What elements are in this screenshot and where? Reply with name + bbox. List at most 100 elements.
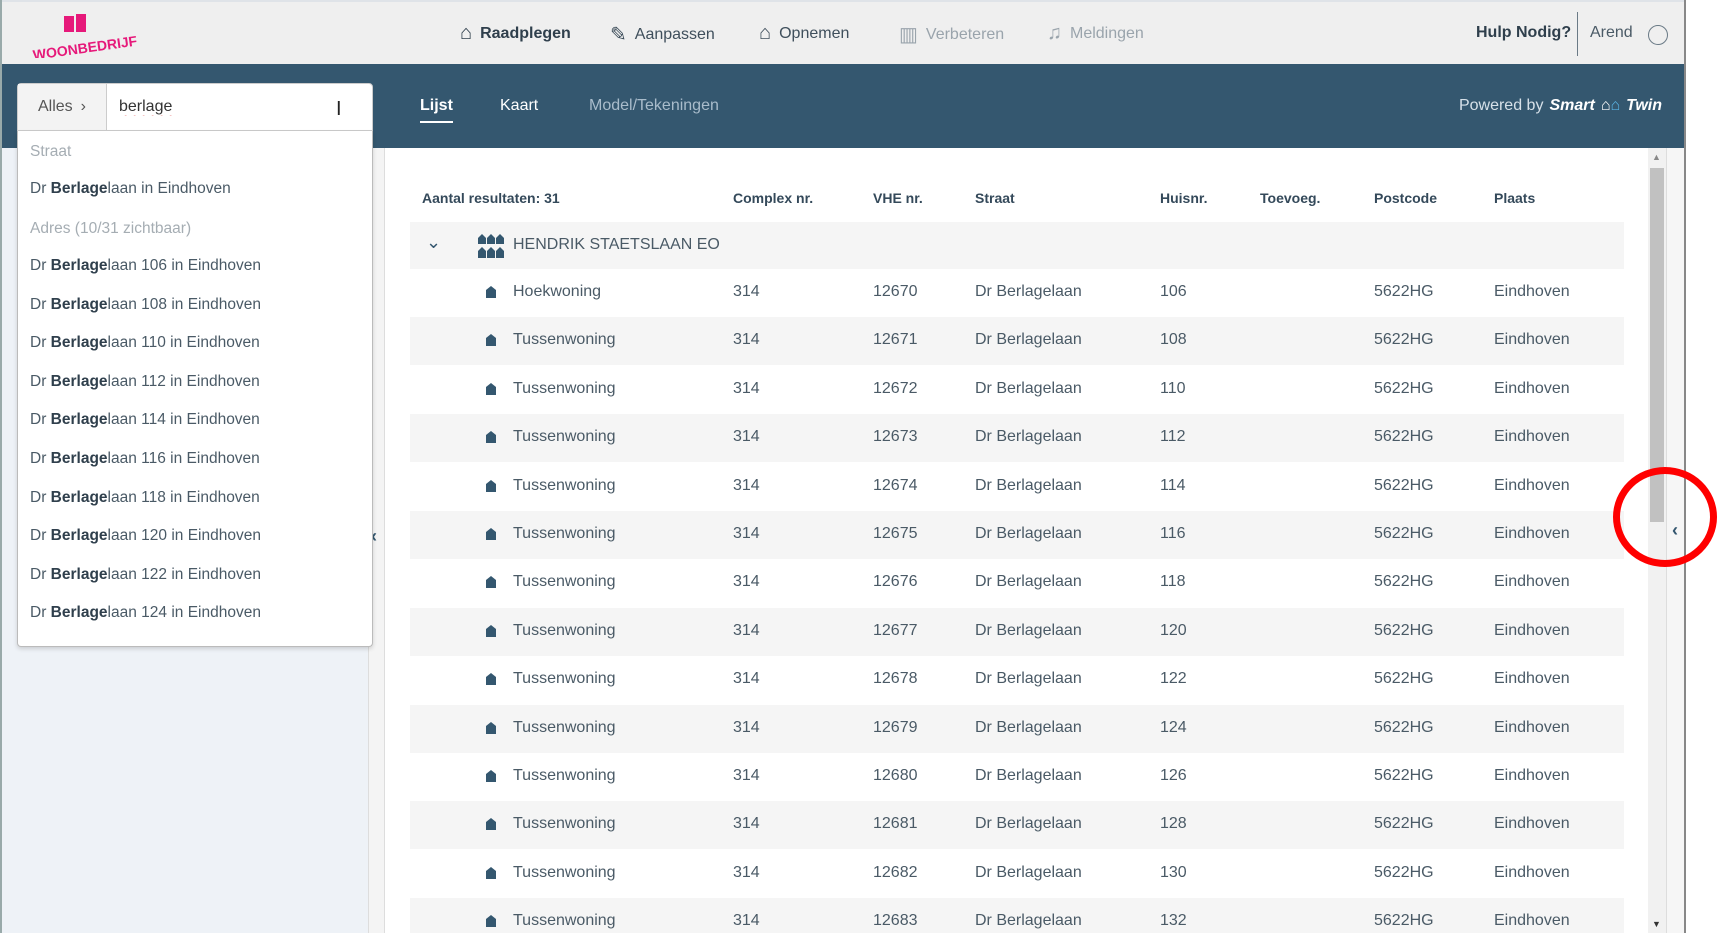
results-count: Aantal resultaten: 31 [422,190,560,206]
nav-meldingen[interactable]: ♫ Meldingen [1047,22,1144,45]
table-row[interactable]: Tussenwoning 314 12676 Dr Berlagelaan 118 562… [410,559,1624,607]
cell: Dr Berlagelaan [975,428,1082,446]
cell: 12678 [873,670,918,688]
cell: 314 [733,621,760,639]
search-scope-button[interactable]: Alles › [18,84,107,130]
tab-kaart[interactable]: Kaart [500,97,539,114]
cell: 5622HG [1374,283,1434,300]
highlight-circle-annotation [1613,467,1717,567]
nav-label: Opnemen [779,24,850,42]
table-row[interactable]: Tussenwoning 314 12671 Dr Berlagelaan 108 562… [410,317,1624,366]
cell: 12671 [873,331,918,349]
suggestion-prefix: Dr [30,411,51,429]
suggestion-suffix: laan 122 in Eindhoven [107,565,261,583]
suggestion-item[interactable]: Dr Berlagelaan 122 in Eindhoven [30,566,261,584]
suggestion-item[interactable]: Dr Berlagelaan in Eindhoven [30,180,231,198]
table-row[interactable]: Tussenwoning 314 12683 Dr Berlagelaan 132 562… [410,898,1624,933]
suggestion-prefix: Dr [30,295,51,313]
suggestion-item[interactable]: Dr Berlagelaan 112 in Eindhoven [30,373,260,391]
woonbedrijf-logo[interactable]: WOONBEDRIJF [30,14,160,58]
cell: Dr Berlagelaan [975,815,1082,833]
powered-by-label: Powered by [1458,97,1544,114]
table-row[interactable]: Tussenwoning 314 12681 Dr Berlagelaan 128 562… [410,801,1624,850]
cell: 314 [733,428,760,446]
suggestion-item[interactable]: Dr Berlagelaan 106 in Eindhoven [30,257,261,275]
table-row[interactable]: Tussenwoning 314 12674 Dr Berlagelaan 114 562… [410,463,1624,511]
house-icon [486,286,496,298]
cell: Dr Berlagelaan [975,573,1082,591]
suggestion-suffix: laan 110 in Eindhoven [107,334,260,352]
table-row[interactable]: Hoekwoning 314 12670 Dr Berlagelaan 106 5622H… [410,269,1624,317]
cell-type: Tussenwoning [513,863,616,881]
column-header[interactable]: Toevoeg. [1260,190,1321,206]
tab-lijst[interactable]: Lijst [420,97,453,123]
help-link[interactable]: Hulp Nodig? [1476,24,1572,41]
suggestion-item[interactable]: Dr Berlagelaan 120 in Eindhoven [30,527,261,545]
house-icon [486,479,496,492]
house-icon [486,382,496,395]
nav-aanpassen[interactable]: ✎ Aanpassen [610,22,715,47]
suggestion-suffix: laan 124 in Eindhoven [107,604,261,622]
chart-icon: ▥ [899,24,918,46]
suggestion-prefix: Dr [30,488,51,506]
cell: 130 [1160,863,1187,881]
user-avatar-icon[interactable] [1648,25,1668,45]
suggestion-match: Berlage [50,295,108,313]
cell: Dr Berlagelaan [975,283,1082,300]
table-row[interactable]: Tussenwoning 314 12680 Dr Berlagelaan 126 562… [410,753,1624,801]
search-box: Alles › I [17,83,373,131]
cell-type: Tussenwoning [513,379,616,397]
table-row[interactable]: Tussenwoning 314 12673 Dr Berlagelaan 112 562… [410,414,1624,463]
scroll-up-icon[interactable]: ▲ [1652,152,1661,162]
column-header[interactable]: Huisnr. [1160,190,1208,206]
cell: 12676 [873,573,918,591]
suggestion-prefix: Dr [30,180,51,197]
table-row[interactable]: Tussenwoning 314 12678 Dr Berlagelaan 122 562… [410,656,1624,704]
table-row[interactable]: Tussenwoning 314 12675 Dr Berlagelaan 116 562… [410,511,1624,559]
column-header[interactable]: Straat [975,190,1015,206]
chevron-down-icon[interactable]: ⌄ [426,232,442,252]
column-header[interactable]: Plaats [1494,190,1536,206]
suggestion-suffix: laan 116 in Eindhoven [107,450,260,467]
cell-type: Tussenwoning [513,476,616,494]
table-row[interactable]: Tussenwoning 314 12679 Dr Berlagelaan 124 562… [410,704,1624,753]
cell: 122 [1160,670,1187,688]
table-row[interactable]: Tussenwoning 314 12672 Dr Berlagelaan 110 562… [410,366,1624,414]
suggestion-prefix: Dr [30,604,51,622]
user-name[interactable]: Arend [1590,24,1633,41]
column-header[interactable]: Complex nr. [733,190,814,206]
suggestion-item[interactable]: Dr Berlagelaan 124 in Eindhoven [30,604,261,622]
column-header[interactable]: Postcode [1374,190,1438,206]
suggestion-item[interactable]: Dr Berlagelaan 118 in Eindhoven [30,489,260,507]
chevron-left-icon[interactable]: ‹ [371,526,377,546]
address-section-header: Adres (10/31 zichtbaar) [30,220,192,237]
cell: 126 [1160,767,1187,784]
cell: Eindhoven [1494,283,1570,300]
nav-opnemen[interactable]: ⌂ Opnemen [759,22,849,45]
svg-text:WOONBEDRIJF: WOONBEDRIJF [32,32,139,58]
house-icon [486,866,496,879]
top-navigation: WOONBEDRIJF ⌂ Raadplegen ✎ Aanpassen ⌂ Opneme… [2,0,1684,64]
search-input[interactable] [107,84,372,130]
suggestion-item[interactable]: Dr Berlagelaan 116 in Eindhoven [30,450,260,468]
nav-raadplegen[interactable]: ⌂ Raadplegen [460,22,571,45]
column-header[interactable]: VHE nr. [873,190,923,206]
cell: 5622HG [1374,573,1434,591]
nav-label: Verbeteren [925,25,1005,43]
table-row[interactable]: Tussenwoning 314 12682 Dr Berlagelaan 130 562… [410,850,1624,898]
suggestion-item[interactable]: Dr Berlagelaan 108 in Eindhoven [30,296,261,314]
tab-model-tekeningen[interactable]: Model/Tekeningen [589,97,719,114]
scrollbar-thumb[interactable] [1650,168,1664,522]
cell: Eindhoven [1494,525,1570,542]
cell: 12674 [873,476,918,494]
suggestion-item[interactable]: Dr Berlagelaan 114 in Eindhoven [30,411,260,429]
cell: 12679 [873,718,918,736]
house-icon [486,576,496,589]
table-row[interactable]: Tussenwoning 314 12677 Dr Berlagelaan 120 562… [410,607,1624,656]
scroll-down-icon[interactable]: ▼ [1652,919,1661,929]
cell: 120 [1160,621,1187,639]
group-row[interactable]: ⌄ HENDRIK STAETSLAAN EO [410,222,1624,269]
nav-verbeteren[interactable]: ▥ Verbeteren [899,22,1004,47]
suggestion-item[interactable]: Dr Berlagelaan 110 in Eindhoven [30,334,260,352]
suggestion-match: Berlage [50,334,108,352]
